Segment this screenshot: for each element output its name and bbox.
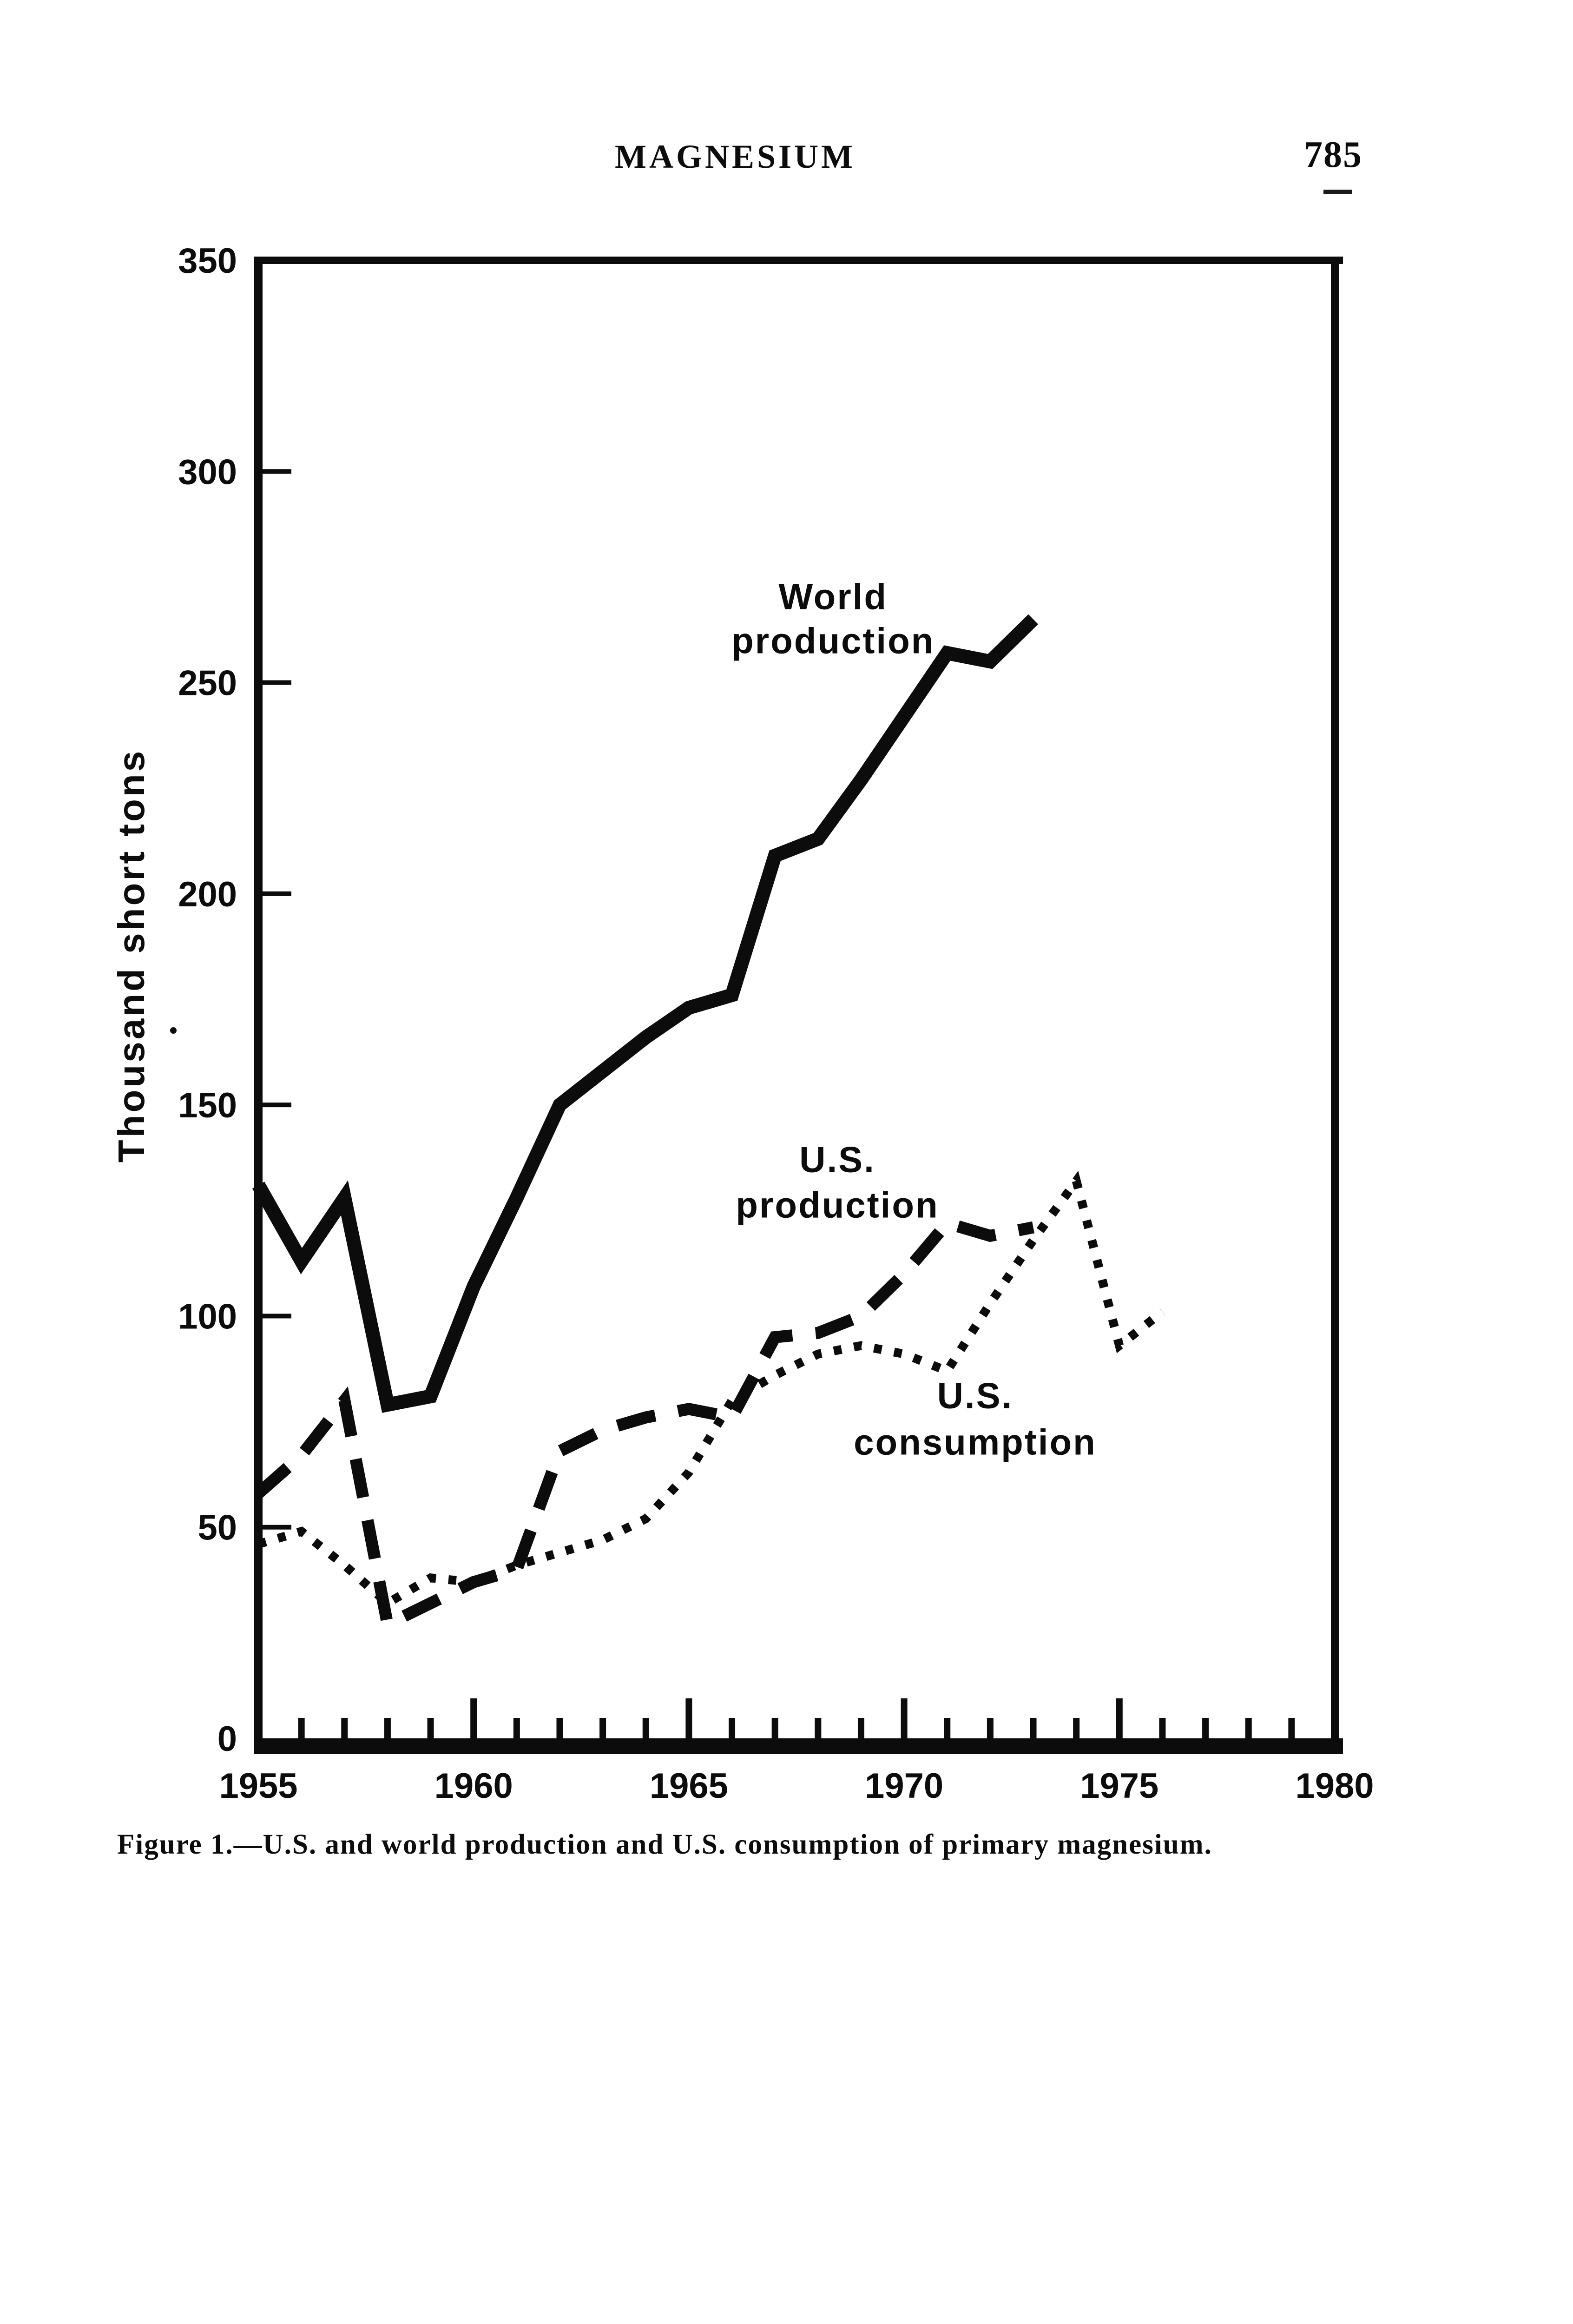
x-minor-tick (642, 1718, 649, 1743)
y-axis-line (254, 257, 263, 1754)
plot-border-top (254, 257, 1343, 264)
y-tick-label: 350 (178, 241, 237, 281)
x-tick-label: 1965 (650, 1766, 728, 1806)
y-tick-label: 50 (197, 1508, 237, 1548)
x-major-tick (901, 1698, 908, 1743)
series-label: U.S. (799, 1139, 875, 1180)
x-minor-tick (1030, 1718, 1037, 1743)
x-minor-tick (1288, 1718, 1295, 1743)
y-tick (263, 1103, 291, 1108)
x-axis-line (254, 1738, 1343, 1754)
x-minor-tick (1245, 1718, 1252, 1743)
page-number-underline (1323, 190, 1352, 194)
u-s-production-line (254, 1216, 1035, 1633)
y-tick-label: 0 (217, 1719, 237, 1759)
x-tick-label: 1980 (1295, 1766, 1374, 1806)
x-minor-tick (384, 1718, 391, 1743)
x-minor-tick (987, 1718, 994, 1743)
x-minor-tick (815, 1718, 822, 1743)
series-label: U.S. (937, 1375, 1014, 1416)
y-tick (263, 1525, 291, 1530)
x-tick-label: 1970 (865, 1766, 943, 1806)
x-minor-tick (771, 1718, 778, 1743)
figure-caption: Figure 1.—U.S. and world production and … (117, 1829, 1212, 1860)
x-minor-tick (944, 1718, 951, 1743)
x-tick-label: 1975 (1080, 1766, 1158, 1806)
x-minor-tick (857, 1718, 864, 1743)
x-minor-tick (1159, 1718, 1166, 1743)
x-minor-tick (298, 1718, 305, 1743)
x-major-tick (685, 1698, 692, 1743)
x-tick-label: 1960 (434, 1766, 513, 1806)
y-tick (263, 1314, 291, 1319)
page-number: 785 (1304, 134, 1362, 175)
series-label: consumption (854, 1421, 1097, 1462)
y-tick (263, 891, 291, 896)
world-production-line (252, 614, 1039, 1413)
running-head: MAGNESIUM (615, 138, 856, 175)
u-s-consumption-line (257, 1170, 1165, 1609)
x-minor-tick (427, 1718, 434, 1743)
scan-artifact-dot (170, 1027, 177, 1034)
series-label: production (731, 621, 935, 661)
series-label: World (778, 576, 888, 617)
y-tick-label: 100 (178, 1297, 237, 1336)
y-tick-label: 300 (178, 452, 237, 492)
series-label: production (736, 1185, 939, 1226)
x-minor-tick (513, 1718, 520, 1743)
x-minor-tick (729, 1718, 736, 1743)
x-tick-label: 1955 (219, 1766, 297, 1806)
x-minor-tick (599, 1718, 606, 1743)
y-tick (263, 680, 291, 685)
x-minor-tick (556, 1718, 563, 1743)
x-major-tick (1116, 1698, 1123, 1743)
y-tick (263, 469, 291, 474)
x-minor-tick (1202, 1718, 1209, 1743)
y-tick-label: 200 (178, 875, 237, 914)
y-tick-label: 150 (178, 1086, 237, 1125)
x-minor-tick (341, 1718, 348, 1743)
x-minor-tick (1073, 1718, 1080, 1743)
y-tick-label: 250 (178, 664, 237, 703)
x-major-tick (470, 1698, 477, 1743)
plot-border-right (1331, 257, 1339, 1738)
